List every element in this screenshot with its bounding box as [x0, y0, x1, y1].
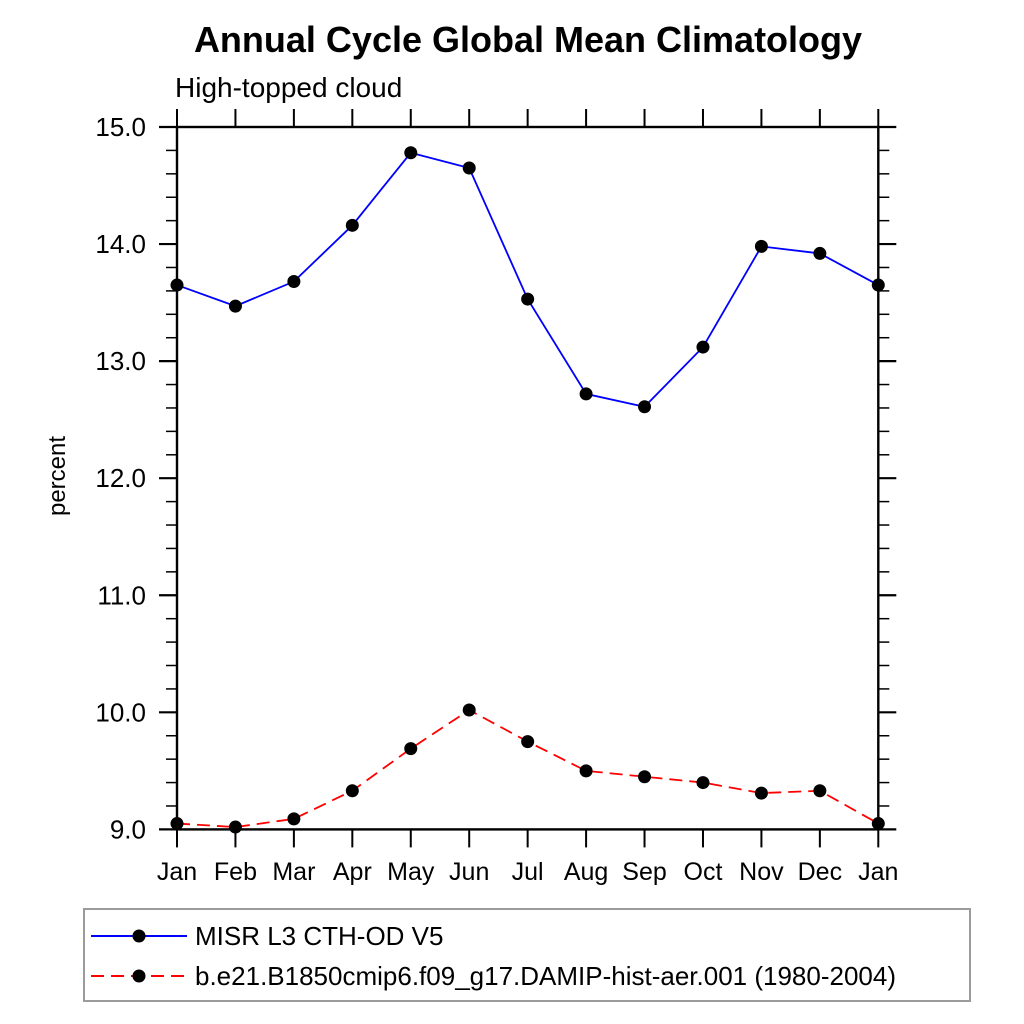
data-point-marker	[521, 735, 535, 749]
y-tick-label: 13.0	[95, 346, 146, 376]
x-tick-label: Jul	[512, 858, 544, 886]
data-point-marker	[462, 161, 476, 175]
series-line-0	[176, 151, 879, 408]
data-point-marker	[638, 770, 652, 784]
legend-solid-line-sample-icon	[91, 929, 187, 943]
legend: MISR L3 CTH-OD V5 b.e21.B1850cmip6.f09_g…	[83, 908, 971, 1002]
x-tick-label: Jan	[157, 858, 197, 886]
x-tick-label: Aug	[564, 858, 608, 886]
x-tick-label: Sep	[622, 858, 666, 886]
x-tick-label: Nov	[739, 858, 784, 886]
data-point-marker	[170, 817, 184, 831]
data-point-marker	[404, 742, 418, 756]
chart-title: Annual Cycle Global Mean Climatology	[193, 19, 863, 60]
data-point-marker	[754, 239, 768, 253]
x-tick-label: Apr	[333, 858, 372, 886]
data-point-marker	[871, 278, 885, 292]
legend-marker-icon	[132, 969, 146, 983]
data-point-marker	[287, 275, 301, 289]
data-point-marker	[579, 387, 593, 401]
data-point-marker	[170, 278, 184, 292]
x-tick-label: Oct	[684, 858, 723, 886]
data-point-marker	[579, 764, 593, 778]
data-point-marker	[696, 340, 710, 354]
legend-label-misr: MISR L3 CTH-OD V5	[195, 920, 444, 951]
legend-label-model: b.e21.B1850cmip6.f09_g17.DAMIP-hist-aer.…	[195, 960, 896, 991]
legend-marker-icon	[132, 929, 146, 943]
data-point-marker	[696, 776, 710, 790]
data-point-marker	[287, 812, 301, 826]
data-point-marker	[462, 703, 476, 717]
data-point-marker	[521, 292, 535, 306]
data-point-marker	[228, 299, 242, 313]
data-point-marker	[228, 820, 242, 834]
y-tick-label: 11.0	[97, 580, 146, 610]
y-tick-label: 10.0	[95, 697, 146, 727]
chart-subtitle: High-topped cloud	[175, 72, 403, 103]
x-tick-label: May	[387, 858, 435, 886]
series-line-1	[176, 708, 879, 828]
x-tick-label: Jan	[858, 858, 898, 886]
data-point-marker	[638, 400, 652, 414]
data-point-marker	[813, 246, 827, 260]
data-point-marker	[754, 786, 768, 800]
data-point-marker	[871, 817, 885, 831]
data-point-marker	[345, 218, 359, 232]
data-point-marker	[345, 784, 359, 798]
x-tick-label: Dec	[798, 858, 842, 886]
data-point-marker	[404, 146, 418, 160]
axis-frame	[175, 125, 880, 831]
legend-item-model: b.e21.B1850cmip6.f09_g17.DAMIP-hist-aer.…	[90, 961, 896, 991]
x-tick-label: Feb	[214, 858, 257, 886]
y-tick-label: 15.0	[95, 112, 146, 142]
y-tick-label: 12.0	[95, 463, 146, 493]
data-point-marker	[813, 784, 827, 798]
legend-dashed-line-sample-icon	[91, 969, 187, 983]
y-tick-label: 9.0	[110, 814, 146, 844]
legend-item-misr: MISR L3 CTH-OD V5	[90, 921, 444, 951]
y-tick-label: 14.0	[95, 229, 146, 259]
x-tick-label: Jun	[449, 858, 489, 886]
x-tick-label: Mar	[272, 858, 315, 886]
